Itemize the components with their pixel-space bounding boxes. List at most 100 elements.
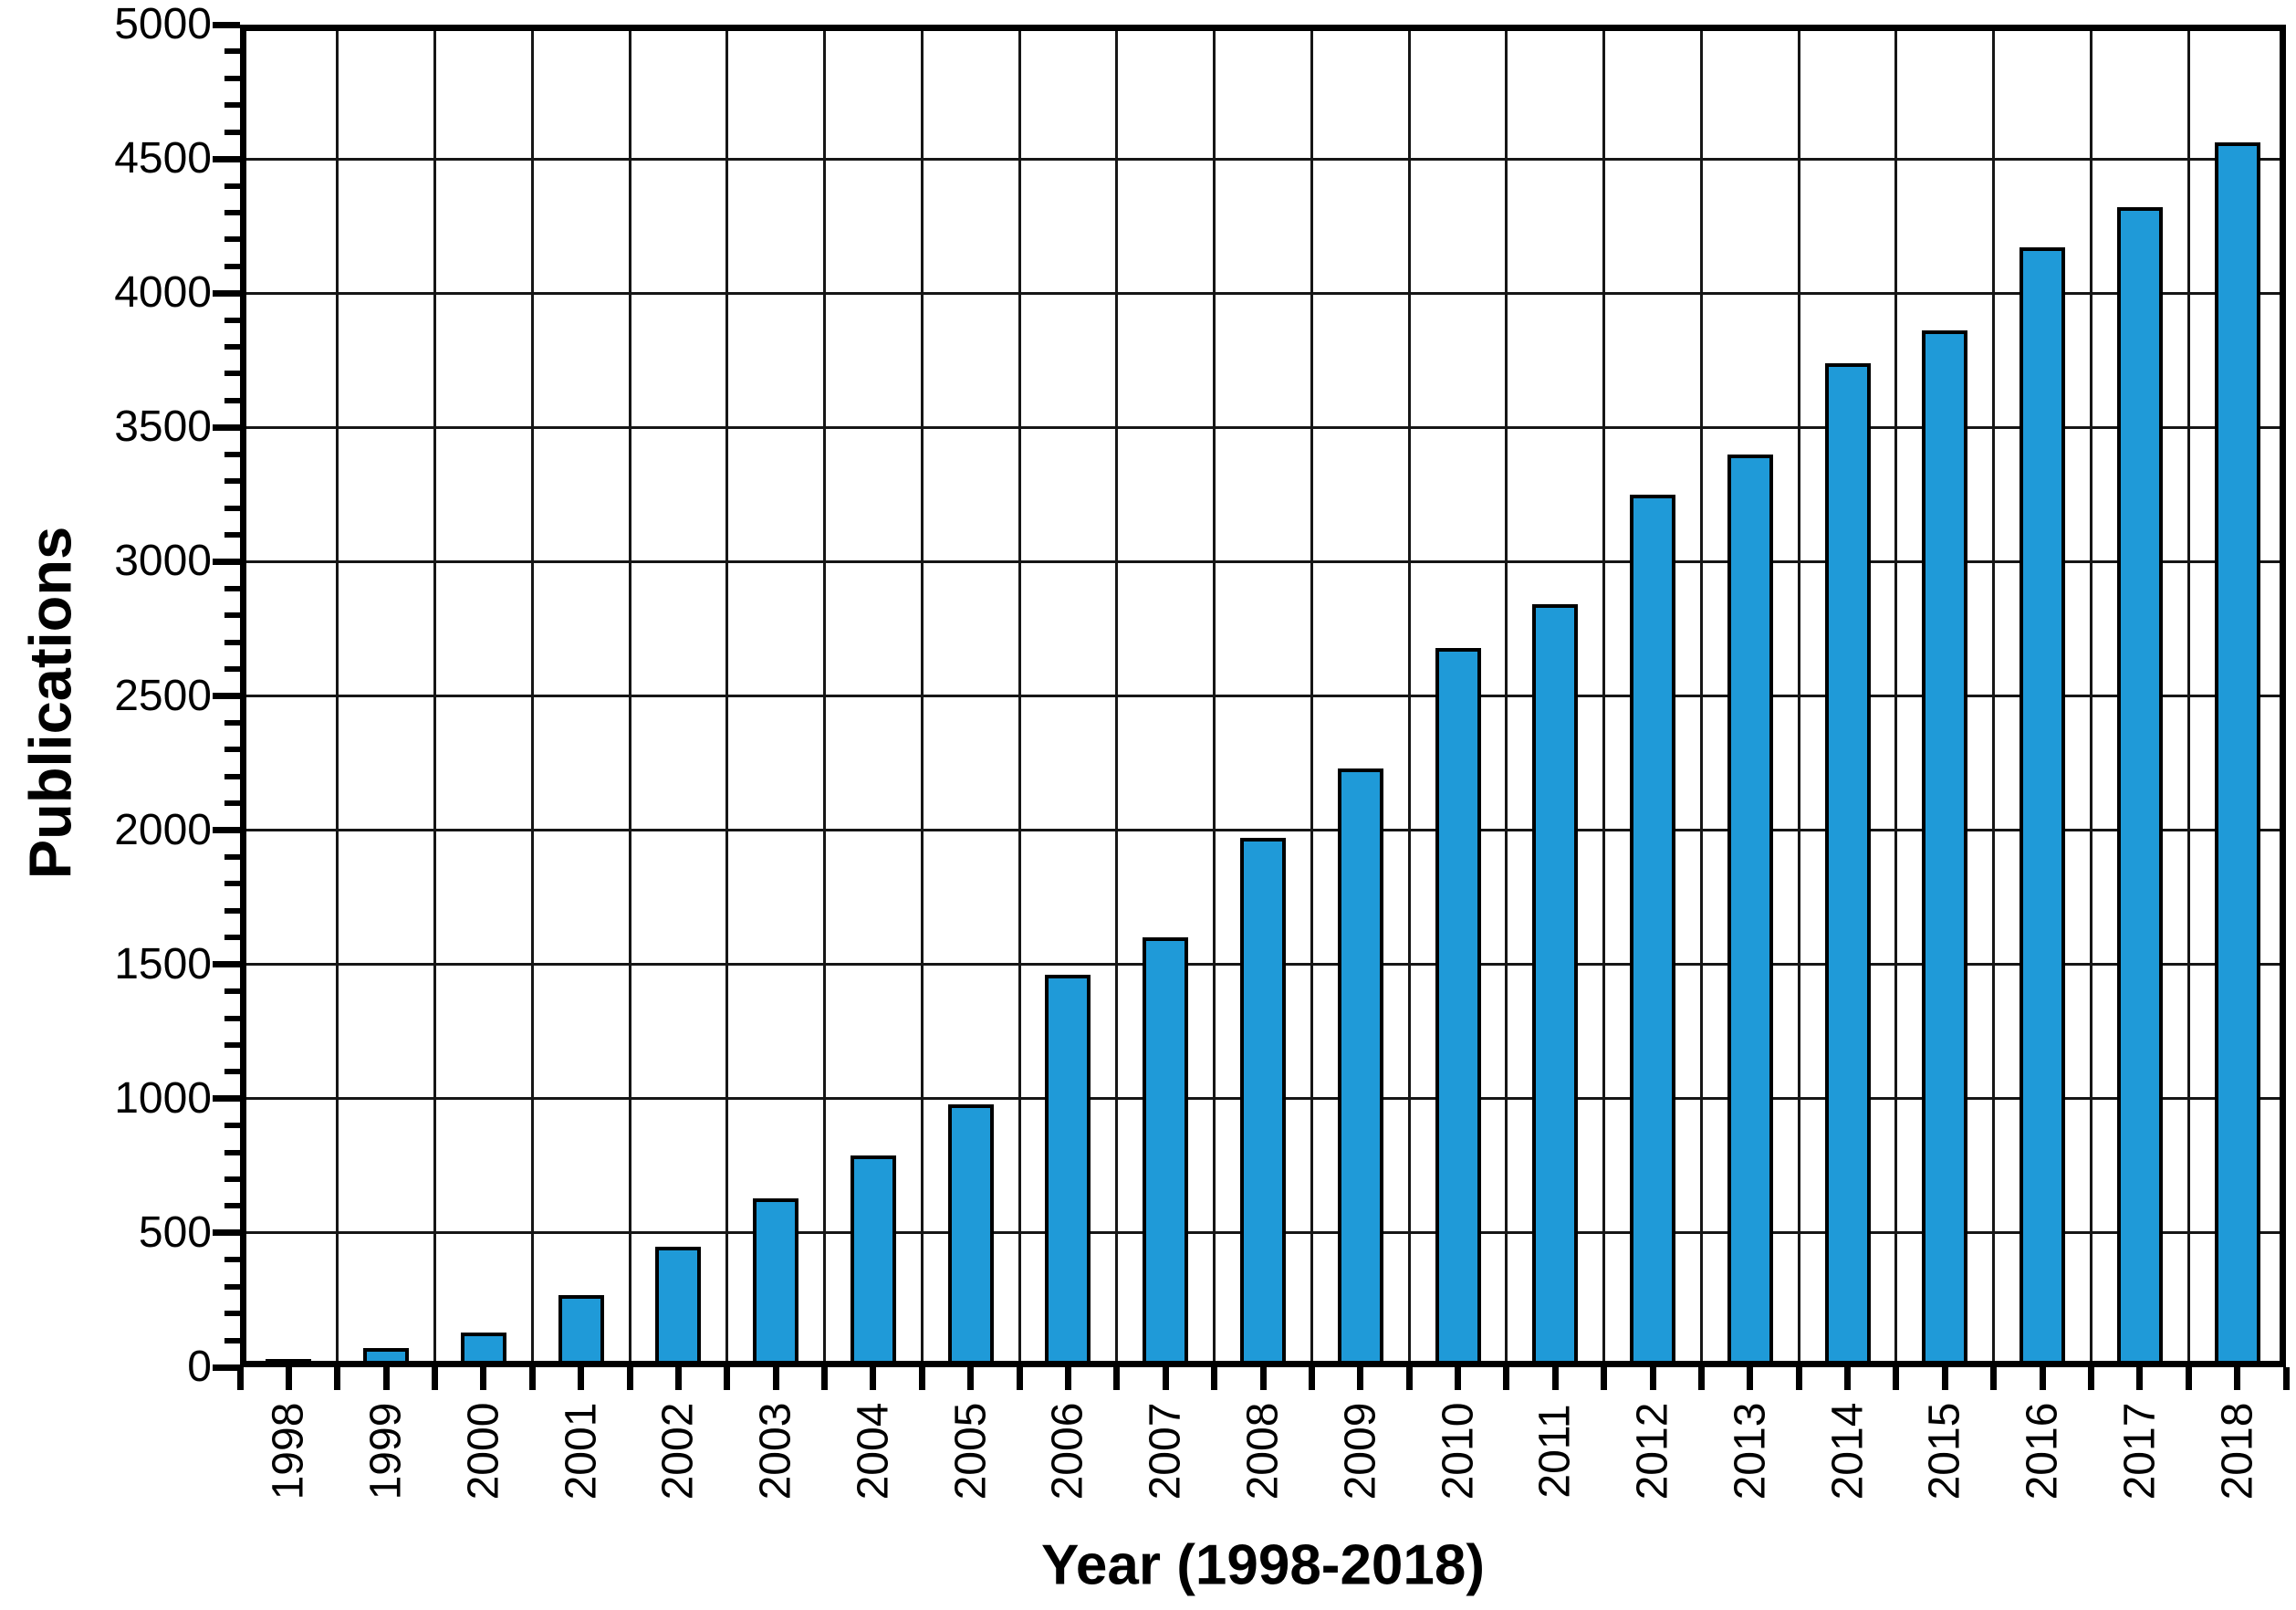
- x-tick: [2185, 1367, 2192, 1390]
- x-tick: [1649, 1367, 1656, 1390]
- x-tick: [674, 1367, 682, 1390]
- x-tick: [1064, 1367, 1071, 1390]
- v-gridline: [530, 25, 534, 1367]
- y-tick-label: 2500: [114, 671, 212, 720]
- x-tick-label: 2005: [946, 1402, 996, 1500]
- x-tick: [334, 1367, 341, 1390]
- y-tick-label: 2000: [114, 805, 212, 854]
- bar-2010: [1435, 648, 1481, 1367]
- y-minor-tick: [224, 773, 240, 779]
- y-minor-tick: [224, 1283, 240, 1290]
- x-tick: [724, 1367, 731, 1390]
- y-major-tick: [213, 827, 240, 834]
- y-major-tick: [213, 21, 240, 28]
- h-gridline: [240, 157, 2286, 161]
- x-tick: [432, 1367, 439, 1390]
- h-gridline: [240, 425, 2286, 429]
- bar-2009: [1337, 768, 1383, 1367]
- x-tick: [1113, 1367, 1121, 1390]
- v-gridline: [1894, 25, 1898, 1367]
- x-tick: [821, 1367, 829, 1390]
- y-major-tick: [213, 558, 240, 565]
- bar-2017: [2116, 207, 2163, 1367]
- x-tick: [967, 1367, 975, 1390]
- x-tick: [236, 1367, 244, 1390]
- x-tick: [1503, 1367, 1510, 1390]
- y-major-tick: [213, 1229, 240, 1237]
- bar-2016: [2019, 247, 2066, 1367]
- x-tick: [2087, 1367, 2094, 1390]
- v-gridline: [920, 25, 924, 1367]
- x-tick: [1357, 1367, 1364, 1390]
- x-axis-title: Year (1998-2018): [1040, 1533, 1486, 1597]
- y-minor-tick: [224, 666, 240, 673]
- y-minor-tick: [224, 1311, 240, 1317]
- x-tick: [772, 1367, 779, 1390]
- y-minor-tick: [224, 371, 240, 377]
- v-gridline: [2089, 25, 2092, 1367]
- y-major-tick: [213, 289, 240, 297]
- x-tick: [528, 1367, 536, 1390]
- y-minor-tick: [224, 935, 240, 941]
- y-minor-tick: [224, 505, 240, 511]
- x-tick-label: 2009: [1336, 1402, 1385, 1500]
- x-tick-label: 2018: [2213, 1402, 2262, 1500]
- x-tick: [1551, 1367, 1559, 1390]
- y-major-tick: [213, 1095, 240, 1103]
- x-tick: [1697, 1367, 1705, 1390]
- y-minor-tick: [224, 531, 240, 538]
- x-tick: [578, 1367, 585, 1390]
- bar-2012: [1630, 495, 1676, 1367]
- bar-2011: [1532, 604, 1579, 1367]
- y-tick-label: 3500: [114, 402, 212, 452]
- h-gridline: [240, 695, 2286, 697]
- bar-2005: [947, 1104, 994, 1367]
- y-minor-tick: [224, 75, 240, 81]
- v-gridline: [1602, 25, 1606, 1367]
- y-minor-tick: [224, 1123, 240, 1129]
- y-minor-tick: [224, 881, 240, 887]
- x-tick-label: 2002: [653, 1402, 703, 1500]
- x-tick: [918, 1367, 925, 1390]
- bar-1999: [363, 1348, 410, 1367]
- x-tick-label: 2003: [751, 1402, 800, 1500]
- y-minor-tick: [224, 129, 240, 135]
- bar-2003: [753, 1198, 799, 1367]
- x-tick: [1941, 1367, 1948, 1390]
- x-tick: [1893, 1367, 1900, 1390]
- x-tick-label: 2017: [2115, 1402, 2165, 1500]
- x-tick: [480, 1367, 487, 1390]
- y-minor-tick: [224, 1015, 240, 1021]
- v-gridline: [2186, 25, 2190, 1367]
- v-gridline: [1115, 25, 1119, 1367]
- y-major-tick: [213, 693, 240, 699]
- y-minor-tick: [224, 1176, 240, 1183]
- y-minor-tick: [224, 48, 240, 55]
- y-minor-tick: [224, 478, 240, 485]
- y-minor-tick: [224, 800, 240, 807]
- y-minor-tick: [224, 1149, 240, 1155]
- y-minor-tick: [224, 1069, 240, 1075]
- bar-1998: [266, 1359, 312, 1367]
- y-minor-tick: [224, 183, 240, 189]
- h-gridline: [240, 559, 2286, 563]
- y-minor-tick: [224, 344, 240, 350]
- v-gridline: [1018, 25, 1021, 1367]
- v-gridline: [823, 25, 827, 1367]
- x-tick-label: 2012: [1628, 1402, 1677, 1500]
- v-gridline: [628, 25, 631, 1367]
- x-tick: [2234, 1367, 2241, 1390]
- v-gridline: [1213, 25, 1216, 1367]
- v-gridline: [1797, 25, 1800, 1367]
- bar-2000: [460, 1333, 506, 1367]
- x-tick-label: 2016: [2018, 1402, 2067, 1500]
- y-minor-tick: [224, 451, 240, 457]
- x-tick: [1455, 1367, 1462, 1390]
- y-minor-tick: [224, 263, 240, 269]
- x-tick-label: 2014: [1823, 1402, 1873, 1500]
- v-gridline: [1505, 25, 1508, 1367]
- x-tick: [626, 1367, 633, 1390]
- y-minor-tick: [224, 639, 240, 645]
- bar-2018: [2214, 142, 2260, 1367]
- h-gridline: [240, 829, 2286, 832]
